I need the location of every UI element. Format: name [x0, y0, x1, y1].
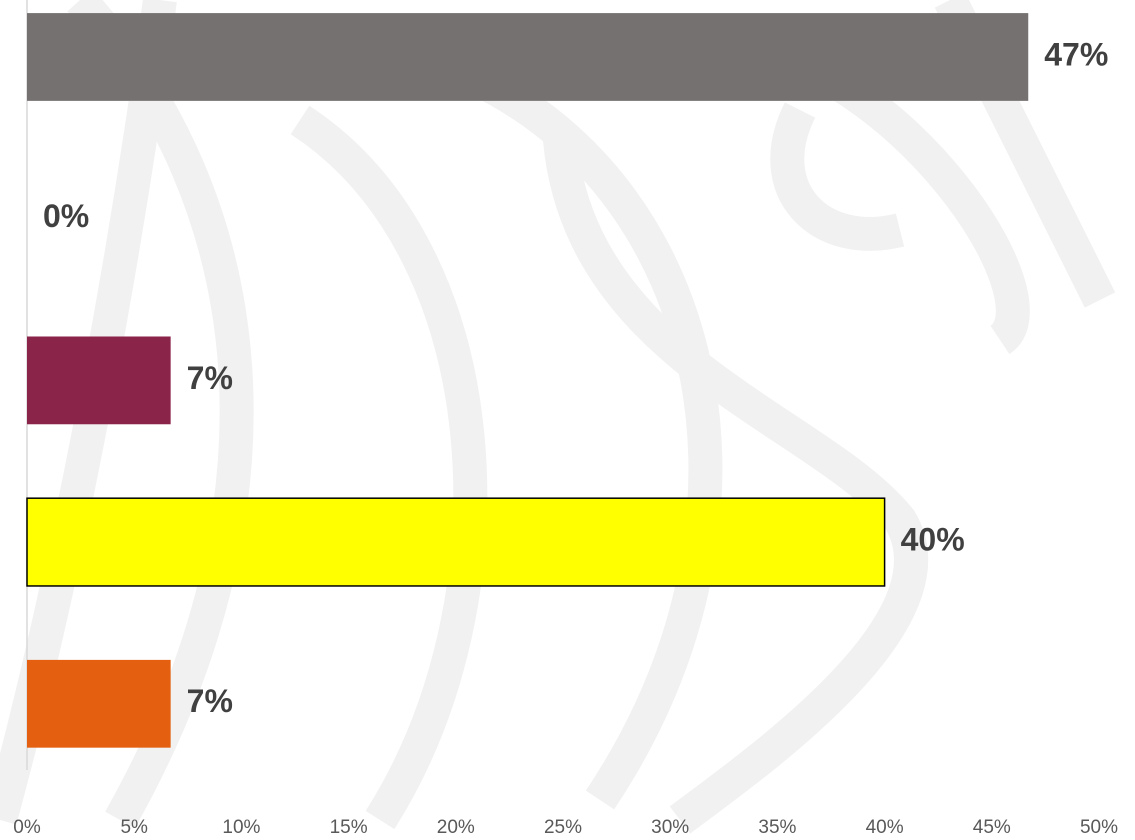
x-tick-label: 10% [222, 817, 260, 838]
bar [27, 336, 171, 425]
x-tick-label: 40% [866, 817, 904, 838]
value-label: 40% [901, 522, 965, 558]
x-tick-label: 30% [651, 817, 689, 838]
value-label: 0% [43, 198, 89, 234]
x-tick-label: 35% [758, 817, 796, 838]
value-label: 7% [187, 360, 233, 396]
x-tick-label: 45% [973, 817, 1011, 838]
x-tick-label: 0% [13, 817, 41, 838]
bar [26, 497, 886, 587]
x-tick-label: 5% [120, 817, 148, 838]
value-label: 47% [1044, 36, 1108, 72]
value-label: 7% [187, 683, 233, 719]
x-tick-label: 15% [330, 817, 368, 838]
bar [27, 659, 171, 748]
x-tick-label: 20% [437, 817, 475, 838]
x-tick-label: 25% [544, 817, 582, 838]
x-tick-label: 50% [1080, 817, 1118, 838]
watermark [0, 0, 1116, 834]
bar [27, 13, 1029, 101]
